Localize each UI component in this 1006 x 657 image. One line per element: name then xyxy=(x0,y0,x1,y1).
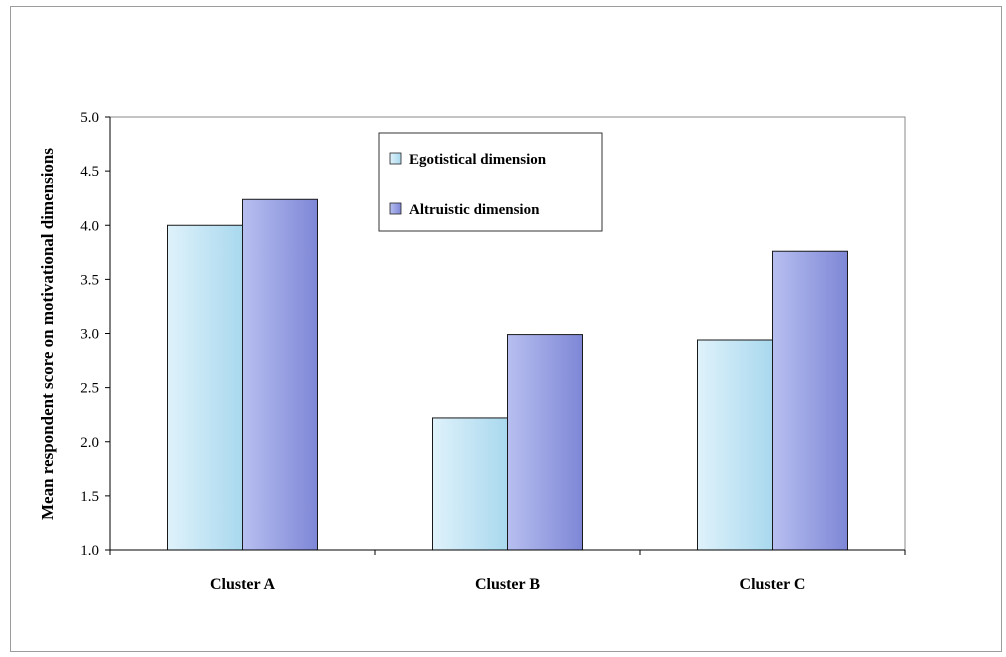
y-tick-label: 2.5 xyxy=(80,381,99,397)
y-axis-label: Mean respondent score on motivational di… xyxy=(38,148,57,520)
legend-swatch-egotistical xyxy=(389,152,402,165)
legend-label-egotistical: Egotistical dimension xyxy=(409,152,547,168)
y-tick-label: 3.0 xyxy=(80,327,99,343)
bar-egotistical-3 xyxy=(697,339,773,551)
legend: Egotistical dimension Altruistic dimensi… xyxy=(378,132,603,232)
bar-egotistical-1 xyxy=(167,224,243,551)
x-tick-label: Cluster B xyxy=(475,576,540,593)
y-tick-label: 1.0 xyxy=(80,543,99,559)
bar-altruistic-1 xyxy=(242,198,318,551)
legend-box xyxy=(378,132,603,232)
legend-label-altruistic: Altruistic dimension xyxy=(409,202,540,218)
bar-egotistical-2 xyxy=(432,417,508,551)
y-tick-label: 4.0 xyxy=(80,218,99,234)
y-tick-label: 5.0 xyxy=(80,110,99,126)
x-tick-label: Cluster A xyxy=(210,576,275,593)
bar-altruistic-2 xyxy=(507,334,583,551)
y-tick-label: 1.5 xyxy=(80,489,99,505)
axes-layer: 1.0 1.5 2.0 2.5 3.0 3.5 4.0 4.5 5.0 Cluster A Clus… xyxy=(80,110,906,593)
bar-altruistic-3 xyxy=(772,250,848,551)
y-tick-label: 3.5 xyxy=(80,272,99,288)
bars-layer xyxy=(167,198,848,551)
legend-swatch-altruistic xyxy=(389,202,402,215)
y-tick-label: 4.5 xyxy=(80,164,99,180)
x-tick-label: Cluster C xyxy=(740,576,806,593)
y-tick-label: 2.0 xyxy=(80,435,99,451)
